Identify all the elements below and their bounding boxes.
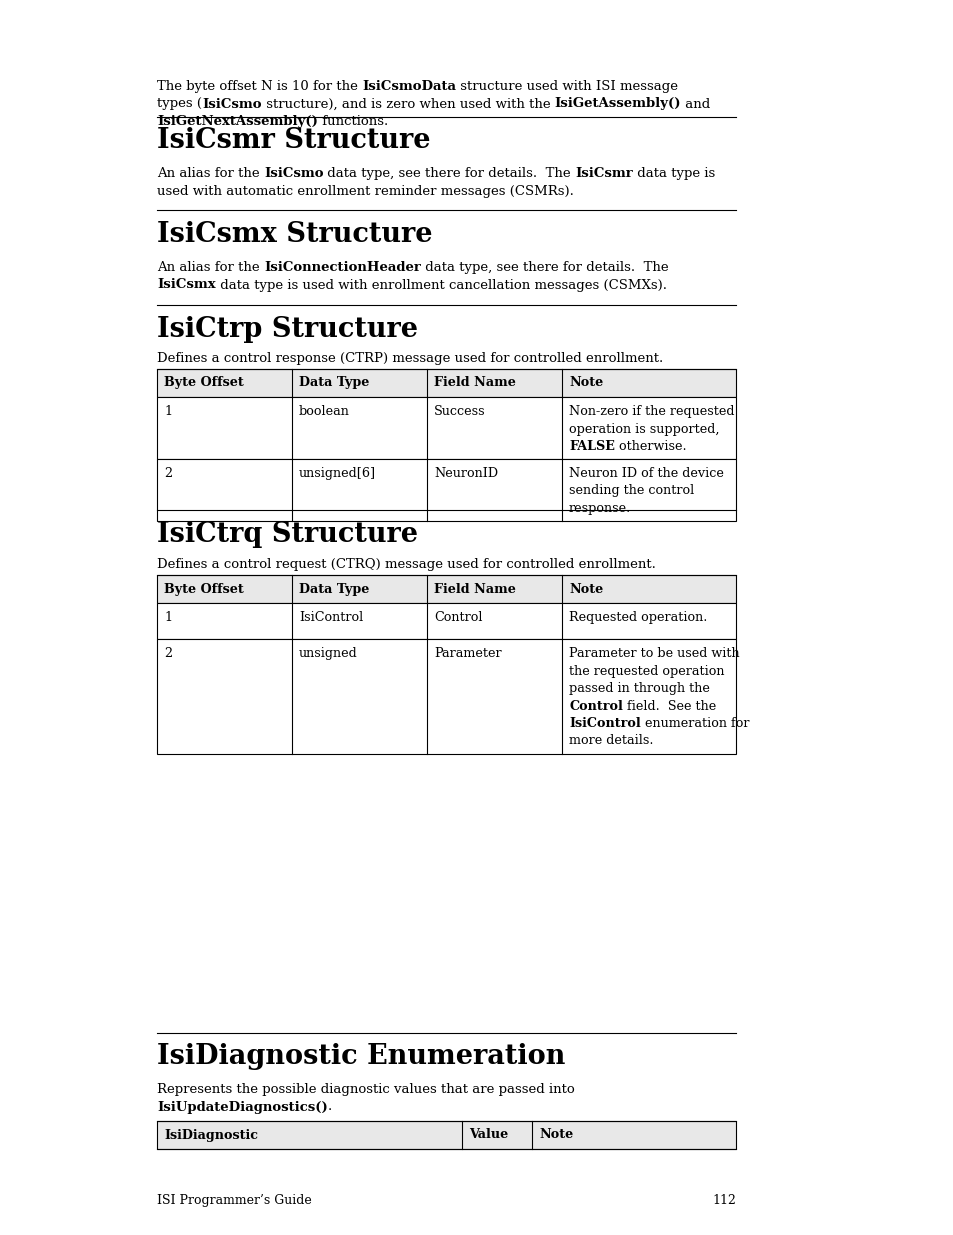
Text: IsiDiagnostic: IsiDiagnostic (164, 1129, 257, 1141)
Text: IsiCsmoData: IsiCsmoData (362, 80, 456, 93)
Bar (157, 576, 735, 603)
Text: Value: Value (469, 1129, 508, 1141)
Text: structure used with ISI message: structure used with ISI message (456, 80, 678, 93)
Text: Non-zero if the requested: Non-zero if the requested (568, 405, 734, 417)
Text: Note: Note (538, 1129, 573, 1141)
Text: IsiGetAssembly(): IsiGetAssembly() (554, 98, 680, 110)
Text: ISI Programmer’s Guide: ISI Programmer’s Guide (157, 1194, 312, 1207)
Text: Byte Offset: Byte Offset (164, 377, 244, 389)
Text: 2: 2 (164, 467, 172, 480)
Text: unsigned: unsigned (298, 647, 357, 659)
Text: IsiConnectionHeader: IsiConnectionHeader (264, 261, 420, 274)
Text: IsiCsmr: IsiCsmr (575, 167, 633, 180)
Text: Defines a control response (CTRP) message used for controlled enrollment.: Defines a control response (CTRP) messag… (157, 352, 662, 366)
Text: IsiControl: IsiControl (568, 718, 640, 730)
Bar (157, 603, 735, 638)
Text: Field Name: Field Name (434, 377, 516, 389)
Text: the requested operation: the requested operation (568, 664, 723, 678)
Text: IsiGetNextAssembly(): IsiGetNextAssembly() (157, 115, 317, 128)
Text: IsiCsmo: IsiCsmo (202, 98, 261, 110)
Bar (157, 396, 735, 459)
Text: response.: response. (568, 501, 631, 515)
Text: Note: Note (568, 583, 602, 595)
Text: An alias for the: An alias for the (157, 261, 264, 274)
Text: IsiCsmx Structure: IsiCsmx Structure (157, 221, 432, 248)
Text: Data Type: Data Type (298, 377, 369, 389)
Text: data type is: data type is (633, 167, 715, 180)
Text: IsiCsmo: IsiCsmo (264, 167, 323, 180)
Text: operation is supported,: operation is supported, (568, 422, 719, 436)
Text: IsiDiagnostic Enumeration: IsiDiagnostic Enumeration (157, 1044, 565, 1070)
Text: Success: Success (434, 405, 485, 417)
Bar (157, 1121, 735, 1149)
Text: Control: Control (434, 611, 482, 624)
Bar (157, 459, 735, 521)
Text: An alias for the: An alias for the (157, 167, 264, 180)
Text: Parameter: Parameter (434, 647, 501, 659)
Text: 1: 1 (164, 405, 172, 417)
Text: Note: Note (568, 377, 602, 389)
Text: otherwise.: otherwise. (615, 440, 686, 453)
Text: functions.: functions. (317, 115, 388, 128)
Text: IsiCsmr Structure: IsiCsmr Structure (157, 127, 430, 154)
Text: data type, see there for details.  The: data type, see there for details. The (420, 261, 668, 274)
Text: Defines a control request (CTRQ) message used for controlled enrollment.: Defines a control request (CTRQ) message… (157, 558, 656, 571)
Text: 2: 2 (164, 647, 172, 659)
Text: data type is used with enrollment cancellation messages (CSMXs).: data type is used with enrollment cancel… (215, 279, 666, 291)
Text: unsigned[6]: unsigned[6] (298, 467, 375, 480)
Text: Represents the possible diagnostic values that are passed into: Represents the possible diagnostic value… (157, 1083, 574, 1095)
Text: IsiUpdateDiagnostics(): IsiUpdateDiagnostics() (157, 1100, 328, 1114)
Text: IsiControl: IsiControl (298, 611, 363, 624)
Text: IsiCtrp Structure: IsiCtrp Structure (157, 316, 417, 343)
Text: types (: types ( (157, 98, 202, 110)
Text: Field Name: Field Name (434, 583, 516, 595)
Text: Control: Control (568, 699, 622, 713)
Text: Requested operation.: Requested operation. (568, 611, 706, 624)
Bar (157, 638, 735, 755)
Text: 1: 1 (164, 611, 172, 624)
Text: enumeration for: enumeration for (640, 718, 748, 730)
Text: data type, see there for details.  The: data type, see there for details. The (323, 167, 575, 180)
Text: boolean: boolean (298, 405, 350, 417)
Text: The byte offset N is 10 for the: The byte offset N is 10 for the (157, 80, 362, 93)
Text: IsiCsmx: IsiCsmx (157, 279, 215, 291)
Text: NeuronID: NeuronID (434, 467, 497, 480)
Text: Neuron ID of the device: Neuron ID of the device (568, 467, 723, 480)
Text: 112: 112 (711, 1194, 735, 1207)
Text: Byte Offset: Byte Offset (164, 583, 244, 595)
Text: Data Type: Data Type (298, 583, 369, 595)
Text: FALSE: FALSE (568, 440, 615, 453)
Text: used with automatic enrollment reminder messages (CSMRs).: used with automatic enrollment reminder … (157, 184, 574, 198)
Text: structure), and is zero when used with the: structure), and is zero when used with t… (261, 98, 554, 110)
Text: sending the control: sending the control (568, 484, 694, 498)
Bar (157, 369, 735, 396)
Text: passed in through the: passed in through the (568, 682, 709, 695)
Text: .: . (328, 1100, 332, 1114)
Text: more details.: more details. (568, 735, 653, 747)
Text: and: and (680, 98, 709, 110)
Text: IsiCtrq Structure: IsiCtrq Structure (157, 521, 417, 548)
Text: Parameter to be used with: Parameter to be used with (568, 647, 739, 659)
Text: field.  See the: field. See the (622, 699, 716, 713)
